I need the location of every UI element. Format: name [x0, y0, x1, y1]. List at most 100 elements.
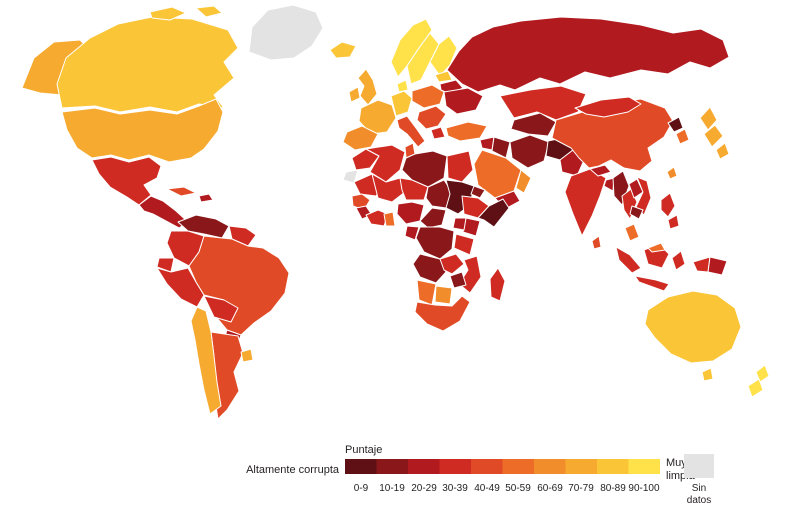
region-guyanas [228, 225, 257, 247]
legend-swatch [439, 459, 471, 474]
region-kazakhstan [499, 85, 587, 121]
region-brazil [188, 235, 290, 336]
region-russia [446, 16, 730, 93]
region-niger [399, 177, 429, 201]
region-south-africa [414, 295, 471, 332]
legend-no-data-label-line1: Sin [692, 483, 706, 494]
region-south-korea [675, 128, 690, 145]
legend-swatch [502, 459, 534, 474]
legend-swatch [565, 459, 597, 474]
legend: Puntaje Altamente corrupta 0-9 10-19 20-… [246, 444, 714, 506]
region-uganda [452, 217, 467, 231]
region-france [358, 99, 397, 135]
region-new-zealand [747, 378, 764, 398]
region-turkey [445, 121, 488, 142]
legend-tick: 90-100 [628, 483, 660, 494]
legend-swatch [534, 459, 566, 474]
region-japan [699, 106, 718, 131]
region-eritrea [470, 185, 486, 199]
region-iran [509, 134, 550, 169]
legend-right-label-line1: Muy [666, 457, 687, 469]
legend-tick: 10-19 [379, 483, 405, 494]
region-balkans [416, 105, 447, 130]
legend-tick: 60-69 [537, 483, 563, 494]
legend-swatch [597, 459, 629, 474]
region-indonesia [615, 246, 642, 274]
region-greenland [248, 4, 324, 61]
legend-swatch [471, 459, 503, 474]
legend-tick: 30-39 [442, 483, 468, 494]
region-uruguay [240, 348, 254, 363]
region-zimbabwe [449, 271, 467, 289]
region-morocco [351, 148, 380, 171]
region-oman [515, 169, 532, 194]
region-uk [357, 68, 378, 106]
world-map [21, 4, 770, 420]
region-cuba [166, 186, 197, 197]
region-sri-lanka [591, 235, 602, 250]
region-taiwan [666, 166, 678, 180]
legend-color-bar [345, 459, 660, 474]
region-baltics [434, 70, 453, 83]
region-canada [149, 6, 187, 21]
legend-tick: 40-49 [474, 483, 500, 494]
region-iceland [329, 41, 357, 59]
region-philippines [660, 192, 676, 218]
region-malaysia-borneo [647, 242, 666, 253]
region-italy [396, 115, 426, 148]
region-vietnam [635, 176, 652, 216]
region-chile [190, 306, 222, 415]
region-canada [56, 16, 239, 113]
legend-swatch [408, 459, 440, 474]
region-australia [701, 367, 714, 382]
region-central-asia [510, 112, 557, 137]
region-tanzania [453, 233, 475, 256]
region-norway [390, 18, 433, 78]
region-japan [703, 124, 724, 148]
region-denmark [396, 79, 409, 93]
legend-tick-labels: 0-9 10-19 20-29 30-39 40-49 50-59 60-69 … [354, 483, 660, 494]
region-libya [401, 150, 448, 188]
region-australia [644, 290, 742, 364]
region-botswana [434, 285, 453, 305]
legend-left-label: Altamente corrupta [246, 464, 340, 476]
legend-tick: 0-9 [354, 483, 369, 494]
region-ukraine [443, 87, 484, 115]
region-madagascar [489, 267, 506, 302]
region-indonesia [634, 275, 670, 292]
region-spain [342, 125, 379, 151]
region-somalia [477, 198, 510, 228]
region-north-korea [667, 116, 684, 133]
legend-title: Puntaje [345, 444, 382, 456]
legend-tick: 80-89 [600, 483, 626, 494]
region-egypt [446, 150, 474, 183]
region-usa [61, 98, 224, 163]
region-ireland [348, 86, 361, 103]
region-zambia [439, 253, 465, 275]
region-algeria [365, 144, 406, 183]
region-papua-new-guinea [707, 256, 728, 276]
region-central-europe [411, 84, 445, 109]
region-china [551, 98, 674, 172]
legend-swatch [345, 459, 377, 474]
legend-tick: 70-79 [568, 483, 594, 494]
legend-tick: 50-59 [505, 483, 531, 494]
legend-tick: 20-29 [411, 483, 437, 494]
region-mexico [91, 156, 162, 206]
region-bangladesh [603, 177, 615, 192]
region-germany [390, 90, 413, 117]
region-philippines [667, 214, 680, 230]
legend-swatch [376, 459, 408, 474]
region-canada [195, 5, 223, 18]
region-nepal [589, 164, 612, 177]
region-indonesia [671, 250, 686, 271]
legend-no-data-label-line2: datos [687, 495, 711, 506]
region-ghana [383, 211, 396, 227]
region-mongolia [574, 96, 642, 118]
region-japan [715, 142, 730, 160]
legend-swatch [628, 459, 660, 474]
region-cambodia [629, 205, 644, 220]
region-greece [430, 126, 446, 140]
